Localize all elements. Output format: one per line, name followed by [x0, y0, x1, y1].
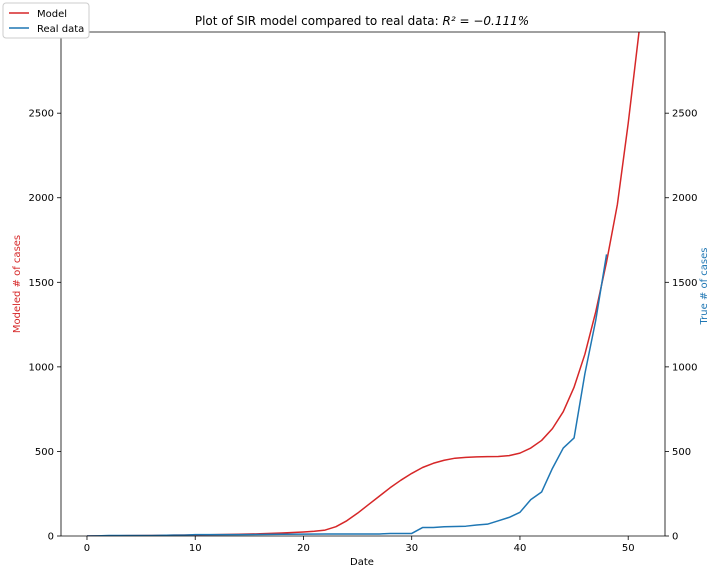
y-tick-label-right: 1000 — [672, 362, 697, 373]
legend-real-label: Real data — [37, 24, 84, 35]
y-tick-label-left: 500 — [35, 447, 54, 458]
y-tick-label-left: 2000 — [29, 193, 54, 204]
y-tick-label-right: 2000 — [672, 193, 697, 204]
chart-title-math: R² = −0.111% — [443, 14, 530, 28]
x-tick-label: 10 — [189, 543, 202, 554]
y-tick-label-right: 0 — [672, 532, 678, 543]
y-tick-label-right: 2500 — [672, 109, 697, 120]
y-tick-label-right: 500 — [672, 447, 691, 458]
series-layer — [86, 32, 640, 536]
chart-title: Plot of SIR model compared to real data:… — [195, 14, 529, 28]
x-tick-label: 0 — [84, 543, 90, 554]
x-tick-label: 40 — [514, 543, 527, 554]
y-tick-label-left: 1000 — [29, 362, 54, 373]
x-tick-label: 30 — [405, 543, 418, 554]
x-tick-label: 20 — [297, 543, 310, 554]
x-axis-label: Date — [350, 557, 374, 568]
plot-area — [61, 32, 665, 536]
y-tick-label-left: 2500 — [29, 109, 54, 120]
y-tick-label-left: 0 — [48, 532, 54, 543]
series-line-real-data — [86, 254, 608, 536]
legend-model-label: Model — [37, 9, 67, 20]
y-tick-label-left: 1500 — [29, 278, 54, 289]
legend: Model Real data — [2, 2, 90, 39]
y-axis-label-right: True # of cases — [699, 248, 710, 326]
y-tick-label-right: 1500 — [672, 278, 697, 289]
legend-box — [2, 2, 90, 39]
x-tick-label: 50 — [622, 543, 635, 554]
y-axis-label-left: Modeled # of cases — [12, 235, 23, 333]
